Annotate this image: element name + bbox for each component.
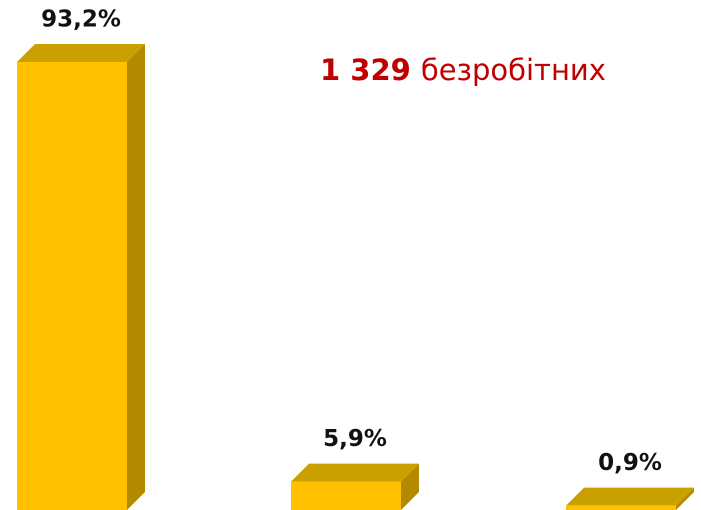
bar-top: [17, 44, 145, 62]
bar-top: [566, 487, 694, 506]
value-label: 93,2%: [41, 7, 121, 33]
bar-side: [401, 463, 419, 510]
bar-side: [127, 44, 145, 510]
value-label: 0,9%: [598, 450, 662, 476]
bar: [17, 62, 127, 510]
value-label: 5,9%: [323, 426, 387, 452]
annotation-text: безробітних: [421, 53, 606, 87]
annotation: 1 329 безробітних: [320, 53, 606, 87]
bar-side: [676, 487, 694, 510]
annotation-number: 1 329: [320, 53, 411, 87]
bar-top: [291, 463, 419, 482]
bar: [566, 505, 676, 510]
bar: [291, 481, 401, 510]
